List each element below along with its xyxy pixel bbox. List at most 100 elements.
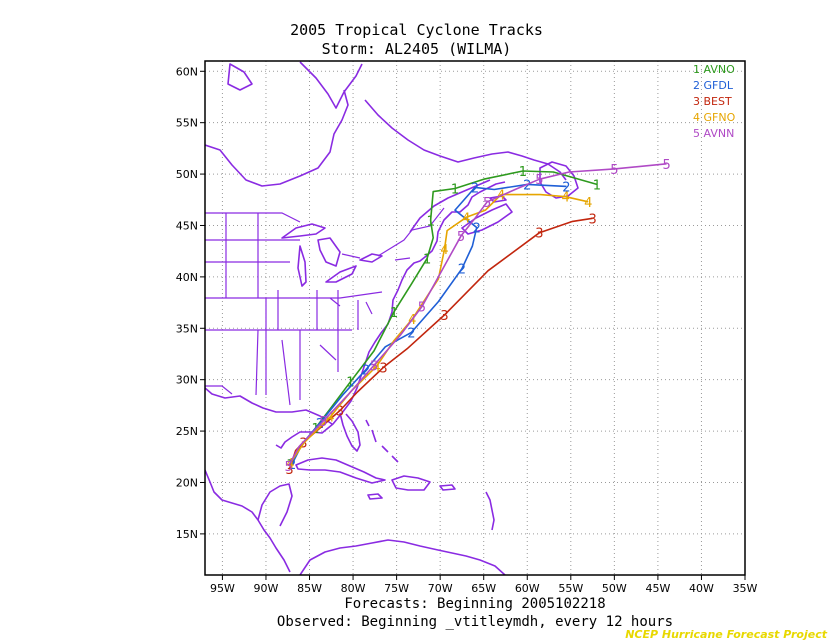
yucatan <box>257 483 293 527</box>
lake-michigan <box>297 245 307 287</box>
track-marker-best: 3 <box>336 405 344 420</box>
axis-ticks: 95W 90W 85W 80W 75W 70W 65W 60W 55W 50W 45W 40W 35W 1… <box>176 65 758 595</box>
lat-tick-label: 55N <box>176 117 198 130</box>
track-marker-avno: 1 <box>390 306 398 321</box>
legend-entry-avno: 1 AVNO <box>693 63 735 76</box>
cuba <box>295 457 386 484</box>
grid-lines <box>205 61 746 575</box>
track-marker-avno: 1 <box>593 178 601 193</box>
track-marker-gfdl: 2 <box>407 326 415 341</box>
lat-tick-label: 30N <box>176 374 198 387</box>
lon-tick-label: 90W <box>254 582 279 595</box>
political-boundaries <box>205 207 445 406</box>
track-marker-avnn: 5 <box>284 460 292 475</box>
track-marker-best: 3 <box>588 212 596 227</box>
lat-tick-label: 40N <box>176 271 198 284</box>
track-marker-avnn: 5 <box>418 301 426 316</box>
gulf-coast <box>205 387 333 425</box>
chart-title: 2005 Tropical Cyclone Tracks <box>290 21 543 39</box>
track-marker-best: 3 <box>285 463 293 478</box>
florida <box>339 412 361 452</box>
lake-erie <box>325 265 357 283</box>
track-marker-avnn: 5 <box>662 158 670 173</box>
lat-tick-label: 50N <box>176 168 198 181</box>
lat-tick-label: 45N <box>176 219 198 232</box>
legend-entry-best: 3 BEST <box>693 95 732 108</box>
bahamas <box>365 419 399 463</box>
track-marker-gfdl: 2 <box>471 181 479 196</box>
track-marker-avnn: 5 <box>370 359 378 374</box>
storm-subtitle: Storm: AL2405 (WILMA) <box>321 40 512 58</box>
track-marker-best: 3 <box>535 227 543 242</box>
track-marker-best: 3 <box>440 309 448 324</box>
south-america <box>299 539 506 575</box>
puerto-rico <box>439 484 456 491</box>
lon-tick-label: 75W <box>384 582 409 595</box>
lon-tick-label: 65W <box>471 582 496 595</box>
southampton-island <box>227 63 253 91</box>
credit-label: NCEP Hurricane Forecast Project <box>625 628 827 641</box>
track-marker-avnn: 5 <box>319 415 327 430</box>
track-marker-avno: 1 <box>346 376 354 391</box>
track-line-gfno <box>289 193 589 464</box>
track-marker-gfno: 4 <box>584 196 592 211</box>
lat-tick-label: 15N <box>176 528 198 541</box>
track-marker-gfno: 4 <box>286 457 294 472</box>
lat-tick-label: 25N <box>176 425 198 438</box>
track-line-gfdl <box>291 183 567 465</box>
track-marker-avno: 1 <box>423 252 431 267</box>
legend: 1 AVNO 2 GFDL 3 BEST 4 GFNO 5 AVNN <box>693 63 736 140</box>
track-marker-gfno: 4 <box>372 360 380 375</box>
track-line-avnn <box>287 163 667 467</box>
hispaniola <box>391 475 431 491</box>
track-marker-gfdl: 2 <box>458 263 466 278</box>
track-marker-gfdl: 2 <box>473 222 481 237</box>
us-canada-border <box>205 207 445 259</box>
track-marker-gfdl: 2 <box>362 363 370 378</box>
lon-tick-label: 70W <box>428 582 453 595</box>
legend-entry-gfno: 4 GFNO <box>693 111 736 124</box>
lat-tick-label: 35N <box>176 322 198 335</box>
legend-entry-gfdl: 2 GFDL <box>693 79 734 92</box>
hudson-bay <box>205 89 349 187</box>
state-lines <box>205 213 411 406</box>
labrador-coast <box>364 99 567 181</box>
track-marker-best: 3 <box>379 361 387 376</box>
lake-superior <box>281 223 326 239</box>
lon-tick-label: 45W <box>645 582 670 595</box>
baffin-island <box>299 61 363 109</box>
track-marker-avnn: 5 <box>610 163 618 178</box>
lon-tick-label: 50W <box>602 582 627 595</box>
lon-tick-label: 35W <box>733 582 758 595</box>
lesser-antilles <box>485 491 495 531</box>
nova-scotia <box>461 203 513 235</box>
lake-huron <box>317 237 341 267</box>
track-marker-gfno: 4 <box>440 243 448 258</box>
newfoundland <box>539 161 579 199</box>
legend-entry-avnn: 5 AVNN <box>693 127 734 140</box>
track-marker-avnn: 5 <box>535 173 543 188</box>
lon-tick-label: 80W <box>341 582 366 595</box>
lat-tick-label: 60N <box>176 65 198 78</box>
track-marker-avno: 1 <box>451 182 459 197</box>
track-marker-avno: 1 <box>426 214 434 229</box>
lake-ontario <box>359 253 383 263</box>
lon-tick-label: 40W <box>689 582 714 595</box>
lon-tick-label: 60W <box>515 582 540 595</box>
us-east-coast <box>275 181 506 449</box>
coastlines <box>205 61 579 575</box>
forecast-begin-label: Forecasts: Beginning 2005102218 <box>344 596 606 612</box>
st-lawrence <box>409 179 491 233</box>
track-marker-gfdl: 2 <box>562 180 570 195</box>
mexico-coast <box>205 469 291 573</box>
lon-tick-label: 95W <box>210 582 235 595</box>
track-marker-gfno: 4 <box>326 411 334 426</box>
track-marker-gfdl: 2 <box>523 178 531 193</box>
us-mexico-border <box>205 385 233 395</box>
map-frame <box>204 60 746 576</box>
observed-begin-label: Observed: Beginning _vtitleymdh, every 1… <box>276 614 674 630</box>
track-marker-gfdl: 2 <box>288 458 296 473</box>
jamaica <box>367 493 383 500</box>
